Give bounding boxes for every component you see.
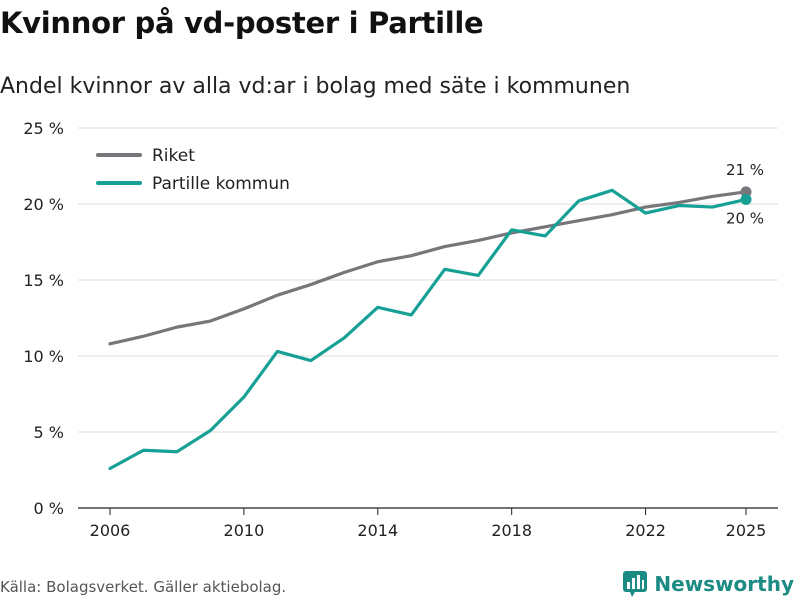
series-line-0: [108, 190, 748, 346]
y-tick-label: 5 %: [34, 423, 64, 442]
series-end-point-0: [740, 186, 752, 198]
y-tick-label: 10 %: [23, 347, 64, 366]
series-end-label-1: 20 %: [726, 209, 764, 227]
x-axis-ticks: 2006 2010 2014 2018 2022 2025: [90, 508, 767, 540]
x-tick-label: 2018: [491, 521, 532, 540]
grid-lines: [78, 127, 778, 509]
x-tick-label: 2025: [726, 521, 767, 540]
x-tick-label: 2010: [224, 521, 265, 540]
y-axis-ticks: 0 % 5 % 10 % 15 % 20 % 25 %: [23, 119, 64, 518]
x-tick-label: 2006: [90, 521, 131, 540]
chart-legend: Riket Partille kommun: [96, 146, 290, 194]
newsworthy-logo-icon: [623, 571, 648, 597]
series-lines: 21 % 20 %: [108, 161, 764, 471]
legend-label-0: Riket: [152, 146, 195, 166]
series-end-label-0: 21 %: [726, 161, 764, 179]
x-tick-label: 2022: [625, 521, 666, 540]
y-tick-label: 25 %: [23, 119, 64, 138]
y-tick-label: 20 %: [23, 195, 64, 214]
y-tick-label: 0 %: [34, 499, 64, 518]
series-line-1: [108, 188, 748, 471]
brand-name: Newsworthy: [654, 572, 794, 596]
x-tick-label: 2014: [357, 521, 398, 540]
brand-logo: Newsworthy: [622, 570, 794, 598]
legend-label-1: Partille kommun: [152, 174, 290, 194]
series-end-point-1: [740, 193, 752, 205]
y-tick-label: 15 %: [23, 271, 64, 290]
chart-subtitle: Andel kvinnor av alla vd:ar i bolag med …: [0, 74, 631, 99]
chart-title: Kvinnor på vd-poster i Partille: [0, 6, 484, 40]
source-note: Källa: Bolagsverket. Gäller aktiebolag.: [0, 578, 287, 596]
